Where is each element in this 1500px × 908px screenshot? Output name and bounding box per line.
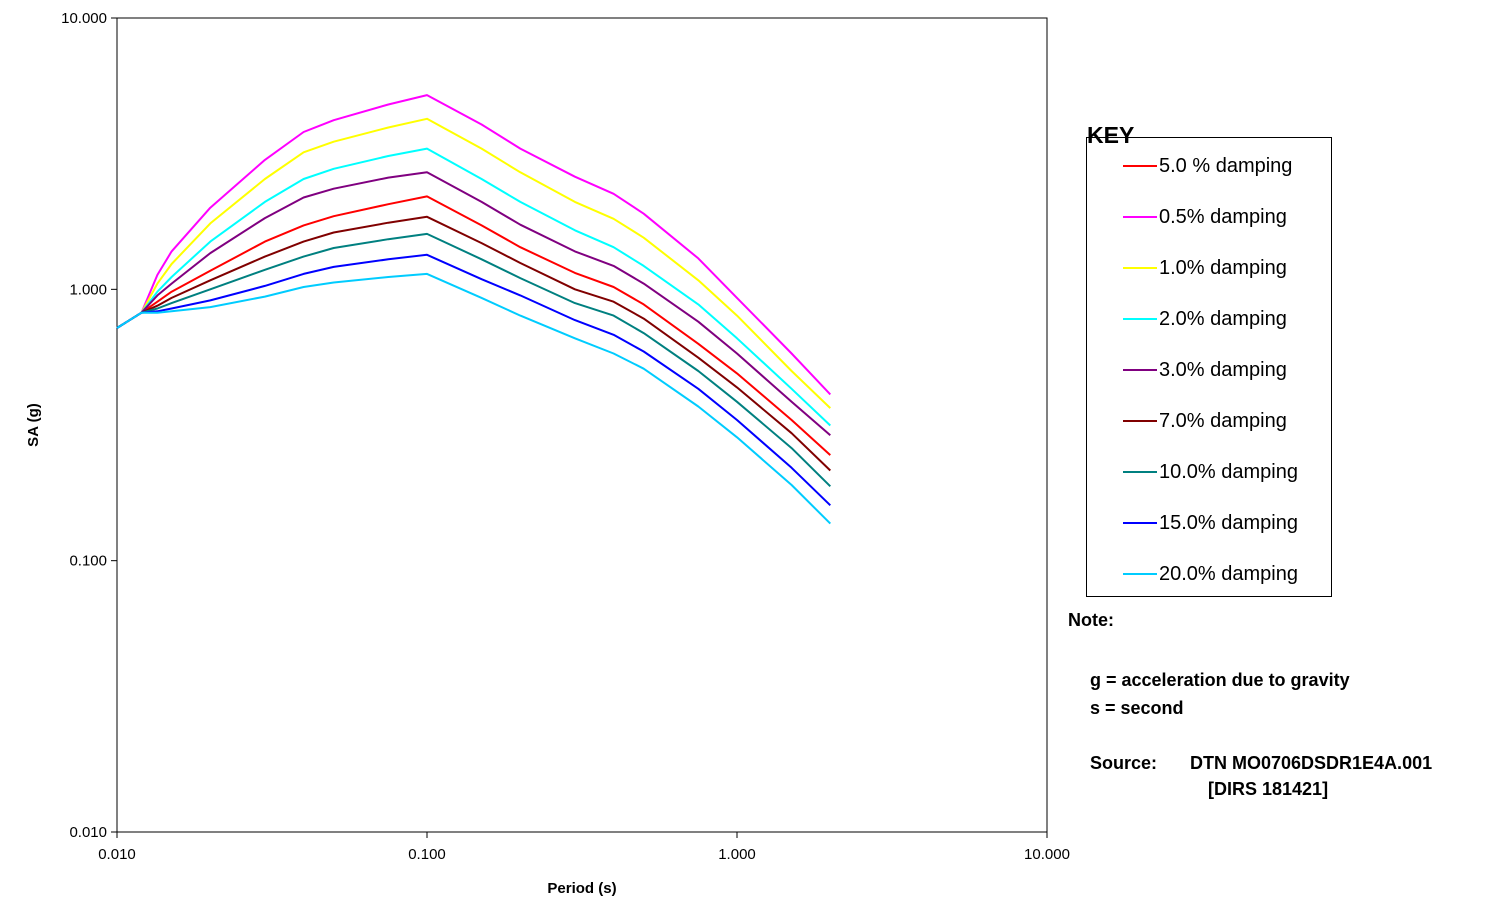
legend-item: 10.0% damping xyxy=(1123,460,1298,484)
x-tick-label: 10.000 xyxy=(1024,846,1070,863)
legend-swatch xyxy=(1123,165,1157,167)
legend-item: 1.0% damping xyxy=(1123,256,1287,280)
x-tick-label: 0.010 xyxy=(98,846,136,863)
legend-label: 7.0% damping xyxy=(1159,409,1287,432)
series-layer xyxy=(116,94,832,525)
legend-label: 1.0% damping xyxy=(1159,256,1287,279)
legend-item: 15.0% damping xyxy=(1123,511,1298,535)
series-line-5 xyxy=(116,215,831,472)
legend-item: 3.0% damping xyxy=(1123,358,1287,382)
y-tick-label: 1.000 xyxy=(69,281,107,298)
axes-layer: 0.010 0.100 1.000 10.000 0.010 0.100 1.000 10.0… xyxy=(61,10,1070,863)
y-axis-title: SA (g) xyxy=(25,403,42,447)
series-line-3 xyxy=(116,147,831,427)
series-line-8 xyxy=(116,272,832,525)
x-tick-label: 1.000 xyxy=(718,846,756,863)
x-axis-title: Period (s) xyxy=(547,880,616,897)
series-line-2 xyxy=(116,117,831,409)
legend-item: 0.5% damping xyxy=(1123,205,1287,229)
legend-title: KEY xyxy=(1087,122,1135,148)
series-line-6 xyxy=(116,232,832,488)
legend-swatch xyxy=(1123,522,1157,524)
note-gravity: g = acceleration due to gravity xyxy=(1090,670,1350,690)
y-tick-label: 0.010 xyxy=(69,824,107,841)
legend-label: 0.5% damping xyxy=(1159,205,1287,228)
legend-swatch xyxy=(1123,420,1157,422)
legend: 5.0 % damping 0.5% damping 1.0% damping 2.0… xyxy=(1086,137,1332,597)
legend-swatch xyxy=(1123,369,1157,371)
legend-swatch xyxy=(1123,471,1157,473)
series-line-7 xyxy=(116,253,831,507)
y-tick-label: 10.000 xyxy=(61,10,107,27)
series-line-4 xyxy=(116,171,831,436)
series-line-0 xyxy=(116,195,831,456)
legend-label: 2.0% damping xyxy=(1159,307,1287,330)
plot-area xyxy=(116,17,1048,833)
source-dtn: DTN MO0706DSDR1E4A.001 xyxy=(1190,753,1433,773)
legend-item: 20.0% damping xyxy=(1123,562,1298,586)
note-title: Note: xyxy=(1068,610,1114,630)
legend-label: 3.0% damping xyxy=(1159,358,1287,381)
legend-label: 20.0% damping xyxy=(1159,562,1298,585)
legend-label: 5.0 % damping xyxy=(1159,154,1293,177)
legend-swatch xyxy=(1123,216,1157,218)
legend-swatch xyxy=(1123,318,1157,320)
legend-label: 10.0% damping xyxy=(1159,460,1298,483)
legend-item: 5.0 % damping xyxy=(1123,154,1292,178)
y-tick-label: 0.100 xyxy=(69,553,107,570)
note-second: s = second xyxy=(1090,698,1184,718)
series-line-1 xyxy=(116,94,832,396)
legend-label: 15.0% damping xyxy=(1159,511,1298,534)
x-tick-label: 0.100 xyxy=(408,846,446,863)
legend-item: 2.0% damping xyxy=(1123,307,1287,331)
source-dirs: [DIRS 181421] xyxy=(1208,779,1329,799)
legend-swatch xyxy=(1123,267,1157,269)
source-label: Source: xyxy=(1090,753,1158,773)
legend-item: 7.0% damping xyxy=(1123,409,1287,433)
legend-swatch xyxy=(1123,573,1157,575)
